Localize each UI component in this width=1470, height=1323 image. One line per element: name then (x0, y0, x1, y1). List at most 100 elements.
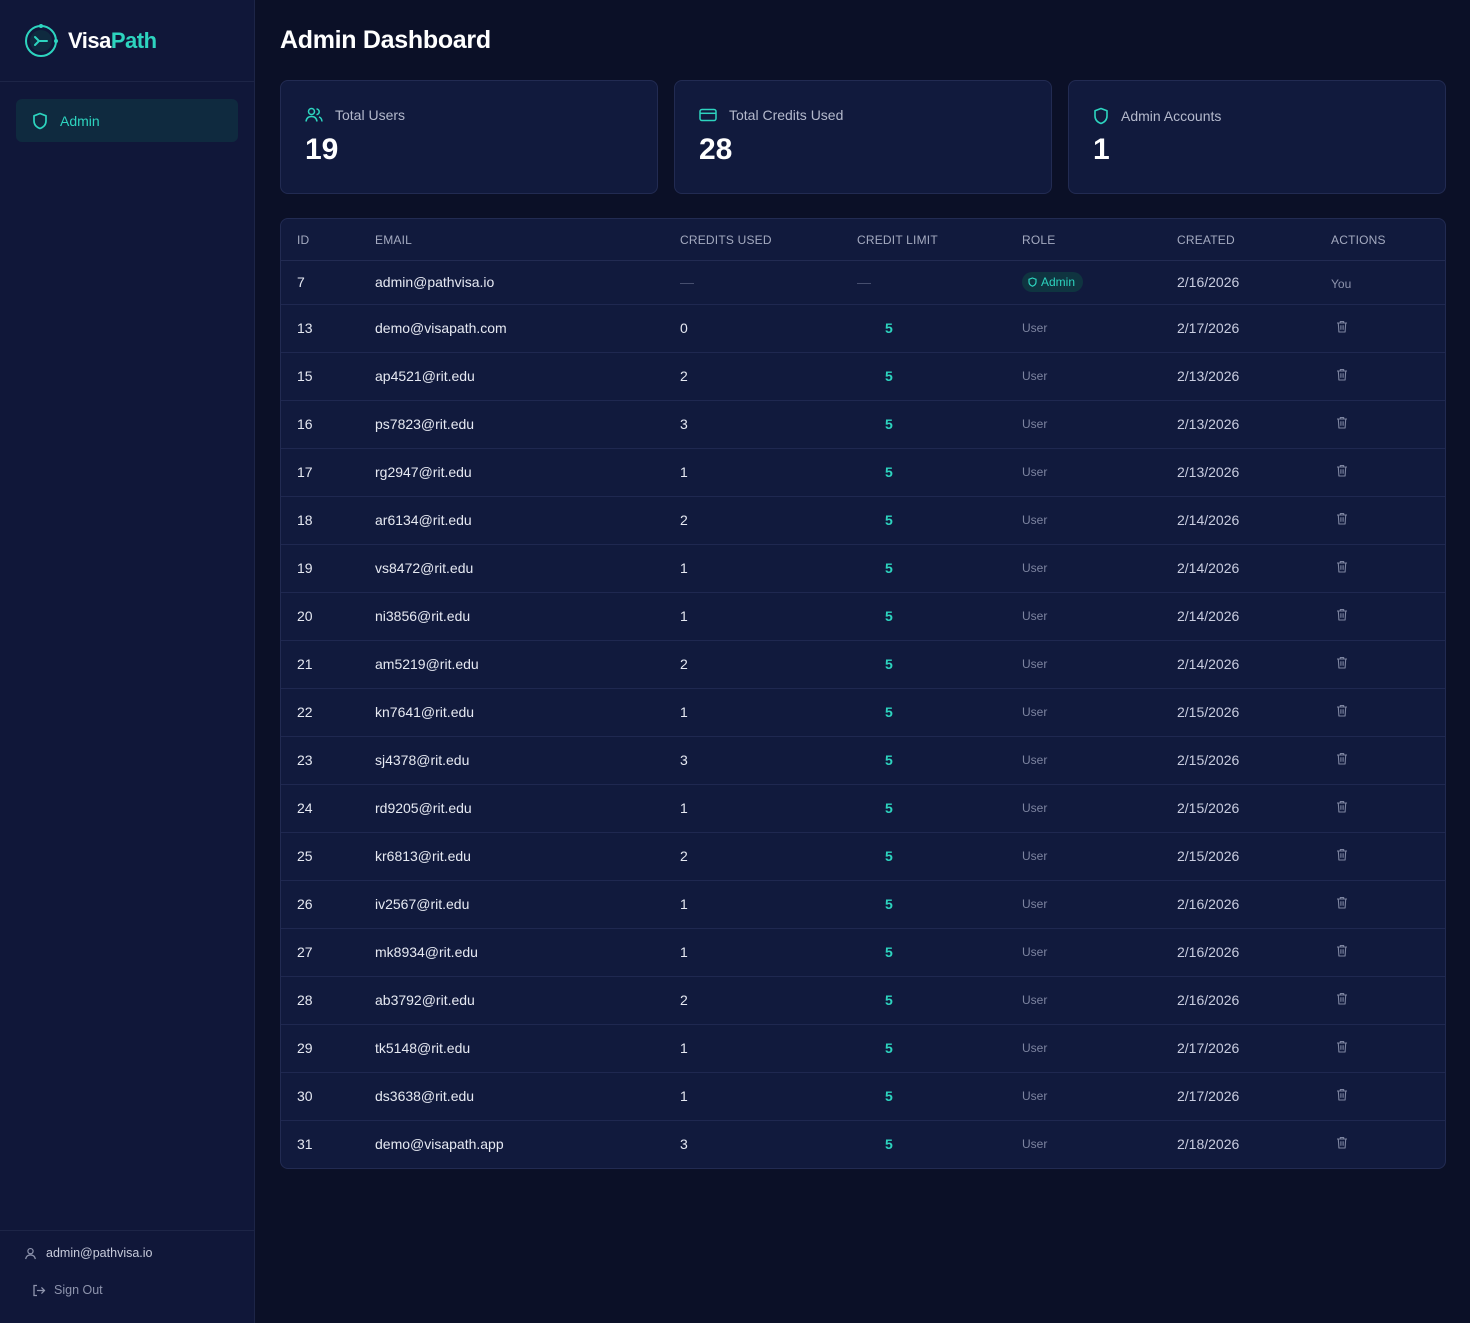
delete-user-button[interactable] (1336, 896, 1348, 912)
trash-icon (1337, 705, 1347, 717)
cell-id: 22 (297, 704, 313, 720)
trash-icon (1337, 609, 1347, 621)
user-icon (25, 1247, 36, 1259)
cell-credits-used: 1 (680, 464, 688, 480)
delete-user-button[interactable] (1336, 320, 1348, 336)
cell-actions (1336, 896, 1348, 912)
brand[interactable]: VisaPath (0, 0, 254, 82)
delete-user-button[interactable] (1336, 368, 1348, 384)
cell-created: 2/15/2026 (1177, 848, 1240, 864)
column-header-email: Email (375, 233, 413, 247)
sign-out-button[interactable]: Sign Out (32, 1283, 103, 1297)
brand-name: VisaPath (68, 28, 157, 54)
cell-actions (1336, 416, 1348, 432)
cell-email: kr6813@rit.edu (375, 848, 471, 864)
table-row: 15 ap4521@rit.edu 2 5 User 2/13/2026 (281, 353, 1445, 401)
delete-user-button[interactable] (1336, 848, 1348, 864)
cell-role: User (1022, 657, 1048, 671)
cell-credit-limit: 5 (885, 416, 893, 432)
delete-user-button[interactable] (1336, 944, 1348, 960)
trash-icon (1337, 369, 1347, 381)
column-header-role: Role (1022, 233, 1056, 247)
stat-card-admin-accounts: Admin Accounts 1 (1068, 80, 1446, 194)
cell-credits-used: 1 (680, 608, 688, 624)
cell-credit-limit: 5 (885, 944, 893, 960)
trash-icon (1337, 417, 1347, 429)
cell-created: 2/15/2026 (1177, 752, 1240, 768)
delete-user-button[interactable] (1336, 464, 1348, 480)
cell-credit-limit: 5 (885, 512, 893, 528)
users-icon (305, 107, 323, 122)
cell-email: demo@visapath.app (375, 1136, 504, 1152)
cell-role: User (1022, 465, 1048, 479)
table-row: 18 ar6134@rit.edu 2 5 User 2/14/2026 (281, 497, 1445, 545)
role-badge-admin: Admin (1022, 272, 1084, 292)
column-header-created: Created (1177, 233, 1235, 247)
cell-email: ar6134@rit.edu (375, 512, 472, 528)
delete-user-button[interactable] (1336, 560, 1348, 576)
delete-user-button[interactable] (1336, 1088, 1348, 1104)
trash-icon (1337, 1137, 1347, 1149)
delete-user-button[interactable] (1336, 1040, 1348, 1056)
table-row: 22 kn7641@rit.edu 1 5 User 2/15/2026 (281, 689, 1445, 737)
delete-user-button[interactable] (1336, 752, 1348, 768)
delete-user-button[interactable] (1336, 992, 1348, 1008)
delete-user-button[interactable] (1336, 656, 1348, 672)
cell-created: 2/17/2026 (1177, 320, 1240, 336)
sidebar-footer: admin@pathvisa.io Sign Out (0, 1230, 254, 1323)
column-header-actions: Actions (1331, 233, 1386, 247)
cell-created: 2/14/2026 (1177, 560, 1240, 576)
self-label: You (1331, 277, 1352, 291)
cell-email: ap4521@rit.edu (375, 368, 475, 384)
delete-user-button[interactable] (1336, 512, 1348, 528)
cell-created: 2/16/2026 (1177, 992, 1240, 1008)
trash-icon (1337, 321, 1347, 333)
cell-created: 2/13/2026 (1177, 464, 1240, 480)
table-row: 7 admin@pathvisa.io — — Admin 2/16/2026 … (281, 261, 1445, 305)
cell-email: iv2567@rit.edu (375, 896, 470, 912)
delete-user-button[interactable] (1336, 416, 1348, 432)
cell-credits-used: 3 (680, 416, 688, 432)
delete-user-button[interactable] (1336, 1136, 1348, 1152)
delete-user-button[interactable] (1336, 608, 1348, 624)
delete-user-button[interactable] (1336, 800, 1348, 816)
cell-credits-used: — (680, 274, 694, 290)
cell-credit-limit: 5 (885, 368, 893, 384)
cell-credit-limit: — (857, 274, 871, 290)
cell-actions (1336, 992, 1348, 1008)
cell-credit-limit: 5 (885, 896, 893, 912)
cell-email: mk8934@rit.edu (375, 944, 478, 960)
cell-role: User (1022, 1137, 1048, 1151)
cell-credits-used: 2 (680, 992, 688, 1008)
table-row: 28 ab3792@rit.edu 2 5 User 2/16/2026 (281, 977, 1445, 1025)
sidebar-item-admin[interactable]: Admin (16, 99, 238, 142)
cell-actions (1336, 944, 1348, 960)
cell-role: User (1022, 1041, 1048, 1055)
delete-user-button[interactable] (1336, 704, 1348, 720)
table-row: 20 ni3856@rit.edu 1 5 User 2/14/2026 (281, 593, 1445, 641)
cell-role: User (1022, 369, 1048, 383)
cell-role: User (1022, 705, 1048, 719)
cell-actions (1336, 368, 1348, 384)
cell-email: kn7641@rit.edu (375, 704, 475, 720)
stat-value: 19 (305, 133, 339, 166)
cell-created: 2/17/2026 (1177, 1040, 1240, 1056)
cell-created: 2/15/2026 (1177, 704, 1240, 720)
stat-header: Total Credits Used (699, 107, 843, 123)
cell-created: 2/18/2026 (1177, 1136, 1240, 1152)
cell-actions (1336, 704, 1348, 720)
stat-card-total-users: Total Users 19 (280, 80, 658, 194)
trash-icon (1337, 513, 1347, 525)
cell-credits-used: 0 (680, 320, 688, 336)
cell-email: ni3856@rit.edu (375, 608, 471, 624)
brand-name-part1: Visa (68, 27, 111, 53)
cell-credits-used: 1 (680, 560, 688, 576)
cell-created: 2/15/2026 (1177, 800, 1240, 816)
trash-icon (1337, 753, 1347, 765)
cell-actions (1336, 848, 1348, 864)
cell-actions: You (1331, 275, 1351, 291)
cell-email: sj4378@rit.edu (375, 752, 470, 768)
users-table: ID Email Credits Used Credit Limit Role … (280, 218, 1446, 1169)
cell-created: 2/14/2026 (1177, 656, 1240, 672)
stat-header: Total Users (305, 107, 405, 123)
